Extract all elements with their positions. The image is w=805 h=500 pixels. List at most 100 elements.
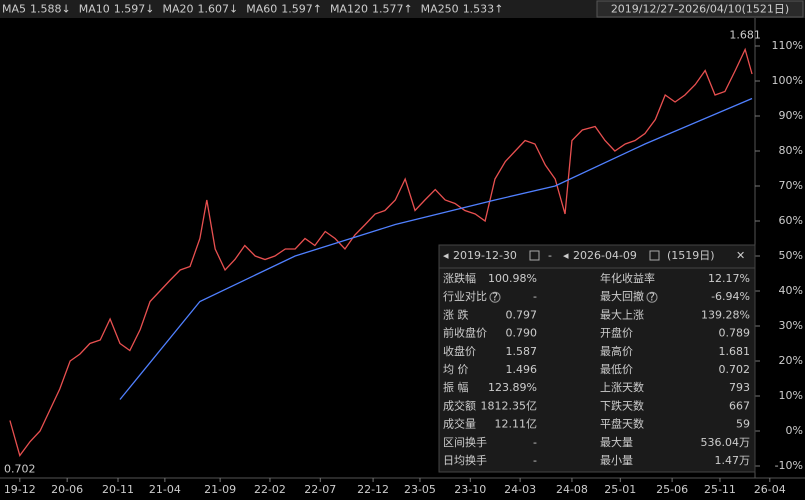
stat-label: 上涨天数 bbox=[600, 381, 644, 394]
stat-value: - bbox=[533, 436, 537, 449]
x-tick-label: 19-12 bbox=[4, 483, 36, 496]
ma-trend: ↑ bbox=[494, 3, 503, 16]
close-button[interactable]: ✕ bbox=[736, 249, 745, 262]
ma-name: MA10 bbox=[79, 3, 110, 16]
stat-value: 0.789 bbox=[719, 327, 751, 340]
calendar-icon[interactable] bbox=[649, 250, 660, 261]
stat-value: 793 bbox=[729, 381, 750, 394]
y-tick-label: 80% bbox=[779, 144, 803, 157]
stat-label: 成交额 bbox=[443, 398, 476, 412]
ma-trend: ↑ bbox=[403, 3, 412, 16]
range-box bbox=[596, 0, 804, 18]
y-tick-label: 60% bbox=[779, 214, 803, 227]
stat-value: 0.790 bbox=[506, 327, 538, 340]
stat-label: 最大回撤 bbox=[600, 289, 644, 303]
x-tick-label: 23-05 bbox=[404, 483, 436, 496]
stat-label: 下跌天数 bbox=[600, 398, 644, 412]
ma-value: 1.533 bbox=[463, 3, 495, 16]
ma-name: MA5 bbox=[2, 3, 26, 16]
y-tick-label: 100% bbox=[772, 74, 803, 87]
ma-trend: ↑ bbox=[313, 3, 322, 16]
ma-name: MA20 bbox=[162, 3, 193, 16]
x-tick-label: 25-06 bbox=[656, 483, 688, 496]
price-line bbox=[9, 47, 753, 457]
stat-value: 536.04万 bbox=[701, 436, 751, 449]
x-tick-label: 24-08 bbox=[556, 483, 588, 496]
help-icon bbox=[489, 291, 501, 303]
stat-value: 123.89% bbox=[488, 381, 537, 394]
x-tick-label: 22-07 bbox=[304, 483, 336, 496]
stat-label: 成交量 bbox=[443, 417, 476, 431]
y-tick-label: 30% bbox=[779, 319, 803, 332]
stat-label: 最小量 bbox=[600, 454, 633, 467]
x-tick-label: 21-09 bbox=[204, 483, 236, 496]
ma-trend: ↓ bbox=[62, 3, 71, 16]
y-tick-label: 70% bbox=[779, 179, 803, 192]
stat-value: 1.587 bbox=[506, 345, 538, 358]
start-date[interactable]: 2019-12-30 bbox=[453, 249, 517, 262]
x-tick-label: 23-10 bbox=[454, 483, 486, 496]
ma-trend: ↓ bbox=[145, 3, 154, 16]
y-tick-label: -10% bbox=[775, 459, 803, 472]
y-tick-label: 20% bbox=[779, 354, 803, 367]
ma-value: 1.597 bbox=[281, 3, 313, 16]
stat-value: 667 bbox=[729, 399, 750, 412]
calendar-icon[interactable] bbox=[529, 250, 540, 261]
prev-arrow[interactable]: ◂ bbox=[563, 249, 569, 262]
stat-label: 前收盘价 bbox=[443, 326, 487, 340]
stat-label: 最大量 bbox=[600, 435, 633, 449]
stat-label: 行业对比 bbox=[443, 289, 487, 303]
help-icon: ? bbox=[649, 291, 655, 304]
stat-value: - bbox=[533, 290, 537, 303]
ma-name: MA120 bbox=[330, 3, 368, 16]
x-tick-label: 21-04 bbox=[149, 483, 181, 496]
stat-value: 1812.35亿 bbox=[481, 399, 538, 412]
x-tick-label: 22-02 bbox=[254, 483, 286, 496]
stat-label: 涨 跌 bbox=[443, 307, 469, 321]
annotation: 1.681 bbox=[729, 29, 761, 42]
stat-value: 1.47万 bbox=[715, 454, 751, 467]
stat-label: 涨跌幅 bbox=[443, 271, 476, 285]
end-date[interactable]: 2026-04-09 bbox=[573, 249, 637, 262]
help-icon bbox=[646, 291, 658, 303]
stat-value: 59 bbox=[736, 418, 750, 431]
x-tick-label: 20-06 bbox=[51, 483, 83, 496]
y-tick-label: 110% bbox=[772, 39, 803, 52]
x-tick-label: 25-01 bbox=[604, 483, 636, 496]
help-icon: ? bbox=[492, 291, 498, 304]
y-tick-label: 50% bbox=[779, 249, 803, 262]
ma-name: MA60 bbox=[246, 3, 277, 16]
range-dash: - bbox=[548, 249, 552, 262]
stat-label: 最高价 bbox=[600, 344, 633, 358]
days-count: (1519日) bbox=[667, 249, 715, 262]
range-text: 2019/12/27-2026/04/10(1521日) bbox=[611, 3, 789, 16]
x-tick-label: 22-12 bbox=[357, 483, 389, 496]
price-line bbox=[119, 97, 753, 400]
stat-label: 最大上涨 bbox=[600, 307, 644, 321]
ma-value: 1.597 bbox=[114, 3, 146, 16]
stat-label: 日均换手 bbox=[443, 453, 487, 467]
y-tick-label: 0% bbox=[786, 424, 803, 437]
x-tick-label: 24-03 bbox=[504, 483, 536, 496]
x-tick-label: 26-04 bbox=[754, 483, 786, 496]
stat-value: 139.28% bbox=[701, 308, 750, 321]
y-tick-label: 10% bbox=[779, 389, 803, 402]
stat-value: 0.702 bbox=[719, 363, 751, 376]
stat-label: 振 幅 bbox=[443, 380, 469, 394]
stat-label: 区间换手 bbox=[443, 435, 487, 449]
stat-label: 开盘价 bbox=[600, 326, 633, 340]
prev-arrow[interactable]: ◂ bbox=[443, 249, 449, 262]
annotation: 0.702 bbox=[4, 463, 36, 476]
ma-value: 1.588 bbox=[30, 3, 62, 16]
stat-value: 12.17% bbox=[708, 272, 750, 285]
x-tick-label: 20-11 bbox=[102, 483, 134, 496]
y-tick-label: 40% bbox=[779, 284, 803, 297]
stat-value: 0.797 bbox=[506, 308, 538, 321]
x-tick-label: 25-11 bbox=[704, 483, 736, 496]
stat-value: 1.496 bbox=[506, 363, 538, 376]
stat-value: 12.11亿 bbox=[495, 418, 538, 431]
ma-value: 1.577 bbox=[372, 3, 404, 16]
stat-value: - bbox=[533, 454, 537, 467]
stat-value: 100.98% bbox=[488, 272, 537, 285]
